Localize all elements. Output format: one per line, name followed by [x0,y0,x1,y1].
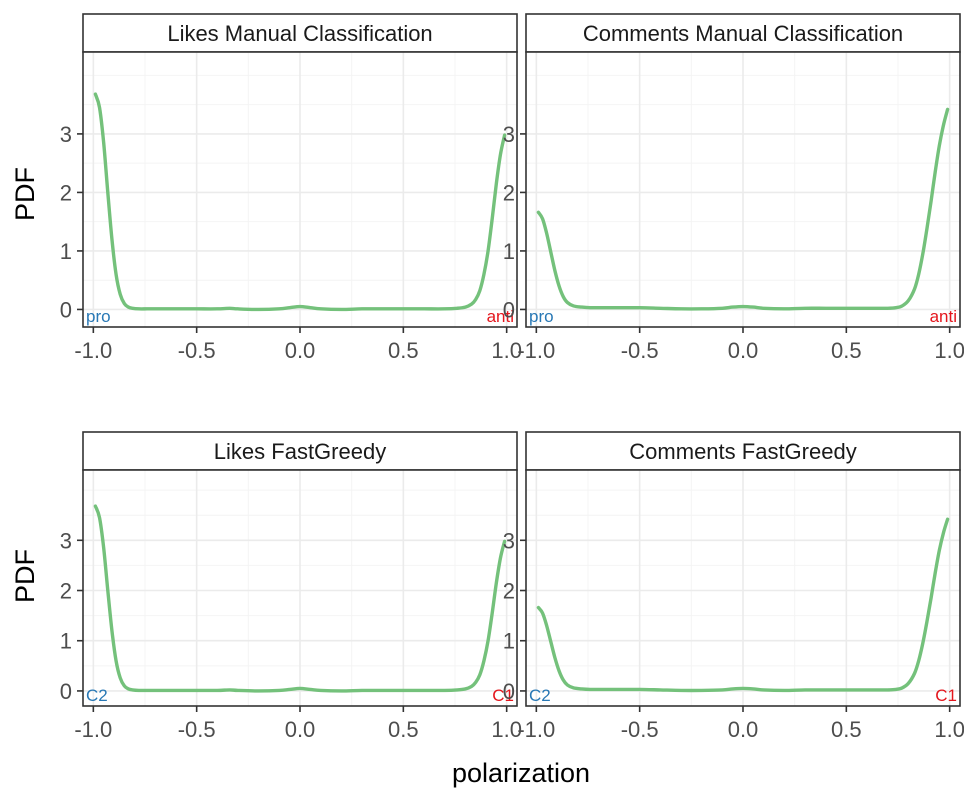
panel-comments-manual: Comments Manual Classification pro anti -1.… [503,13,964,363]
x-tick-label: 0.5 [831,717,862,742]
x-tick-label: 1.0 [934,338,964,363]
density-line [536,517,950,693]
x-tick-label: 0.0 [285,717,316,742]
x-tick-label: 1.0 [491,338,522,363]
corner-label-left: pro [529,307,554,326]
y-tick-label: 3 [60,528,72,553]
x-tick-label: -1.0 [74,338,112,363]
y-tick-label: 2 [60,579,72,604]
panel-likes-manual: Likes Manual Classification pro anti -1.0 -0… [60,13,522,363]
corner-label-right: anti [930,307,957,326]
x-tick-label: 0.0 [285,338,316,363]
y-tick-label: 3 [503,122,515,147]
x-tick-label: -0.5 [621,338,659,363]
plot-area [526,52,960,327]
panel-title: Likes Manual Classification [167,21,432,46]
x-tick-label: 0.5 [831,338,862,363]
panel-strip [82,13,518,53]
panel-title: Comments FastGreedy [629,439,856,464]
corner-label-right: anti [487,307,514,326]
y-tick-label: 0 [60,297,72,322]
x-tick-label: -1.0 [74,717,112,742]
y-tick-label: 1 [503,239,515,264]
corner-label-left: C2 [86,686,108,705]
x-tick-label: 0.5 [388,338,419,363]
y-tick-label: 3 [503,528,515,553]
density-line [93,92,507,312]
y-tick-label: 0 [503,297,515,322]
plot-area [83,470,517,706]
plot-area [83,52,517,327]
y-tick-label: 1 [60,629,72,654]
x-tick-label: 0.0 [728,338,759,363]
y-tick-label: 1 [60,239,72,264]
y-tick-label: 2 [503,579,515,604]
x-axis-title: polarization [452,758,590,788]
x-tick-label: -0.5 [178,338,216,363]
y-tick-label: 0 [503,679,515,704]
x-tick-label: -1.0 [517,338,555,363]
density-line [536,107,950,311]
x-tick-label: 0.5 [388,717,419,742]
corner-label-left: pro [86,307,111,326]
panel-title: Comments Manual Classification [583,21,903,46]
corner-label-left: C2 [529,686,551,705]
x-tick-label: 1.0 [491,717,522,742]
plot-area [526,470,960,706]
panel-title: Likes FastGreedy [214,439,386,464]
x-tick-label: -1.0 [517,717,555,742]
y-tick-label: 3 [60,122,72,147]
panel-likes-fastgreedy: Likes FastGreedy C2 C1 -1.0 -0.5 0.0 0.5 1.0 0 1 2… [60,431,522,742]
y-tick-label: 1 [503,629,515,654]
x-tick-label: -0.5 [621,717,659,742]
panel-strip [525,13,961,53]
x-tick-label: 1.0 [934,717,964,742]
panel-comments-fastgreedy: Comments FastGreedy C2 C1 -1.0 -0.5 0.0 0.5 1.0… [503,431,964,742]
x-tick-label: -0.5 [178,717,216,742]
y-axis-title-bottom: PDF [10,549,40,603]
panel-strip [82,431,518,471]
y-tick-label: 2 [503,180,515,205]
corner-label-right: C1 [935,686,957,705]
density-line [93,504,507,693]
y-tick-label: 2 [60,180,72,205]
y-axis-title-top: PDF [10,167,40,221]
x-tick-label: 0.0 [728,717,759,742]
y-tick-label: 0 [60,679,72,704]
corner-label-right: C1 [492,686,514,705]
